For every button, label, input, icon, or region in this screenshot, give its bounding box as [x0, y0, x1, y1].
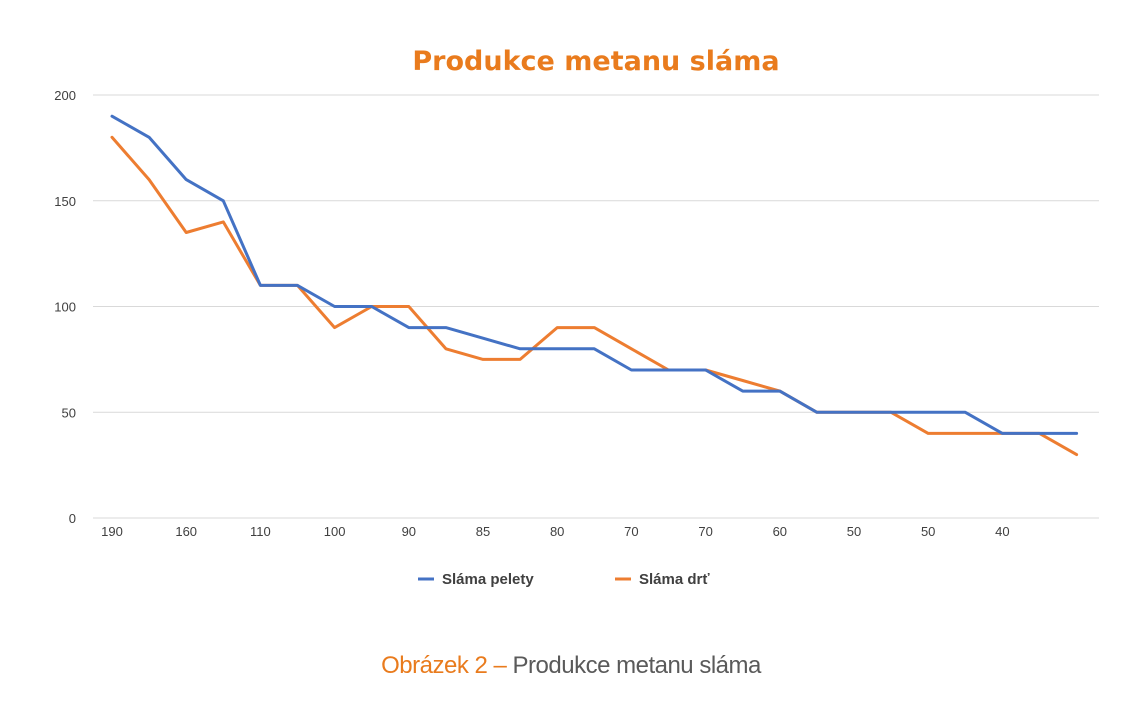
x-tick-label: 190 [101, 524, 123, 539]
y-tick-label: 150 [54, 194, 76, 209]
x-tick-label: 85 [476, 524, 490, 539]
x-tick-label: 60 [773, 524, 787, 539]
x-tick-label: 100 [324, 524, 346, 539]
series-line-0 [110, 114, 1079, 435]
chart-title: Produkce metanu sláma [412, 46, 779, 77]
series-lines [110, 114, 1079, 457]
x-tick-label: 50 [921, 524, 935, 539]
figure-caption: Obrázek 2 – Produkce metanu sláma [0, 652, 1142, 680]
caption-text: Produkce metanu sláma [506, 652, 762, 679]
x-tick-label: 40 [995, 524, 1009, 539]
legend-label: Sláma drť [639, 571, 710, 588]
x-tick-label: 160 [175, 524, 197, 539]
x-tick-label: 80 [550, 524, 564, 539]
x-tick-label: 50 [847, 524, 861, 539]
x-axis-ticks: 190 160 110 100 90 85 80 70 70 60 50 50 40 [101, 524, 1009, 539]
caption-prefix: Obrázek 2 – [381, 652, 507, 679]
grid-lines [93, 94, 1099, 519]
legend-label: Sláma pelety [442, 571, 534, 588]
y-tick-label: 0 [69, 511, 76, 526]
series-line-1 [110, 135, 1079, 457]
x-tick-label: 110 [250, 524, 271, 539]
x-tick-label: 90 [402, 524, 416, 539]
y-axis-ticks: 0 50 100 150 200 [54, 88, 76, 526]
y-tick-label: 200 [54, 88, 76, 103]
y-tick-label: 50 [62, 405, 76, 420]
x-tick-label: 70 [698, 524, 712, 539]
y-tick-label: 100 [54, 300, 76, 315]
legend: Sláma pelety Sláma drť [418, 571, 710, 588]
x-tick-label: 70 [624, 524, 638, 539]
